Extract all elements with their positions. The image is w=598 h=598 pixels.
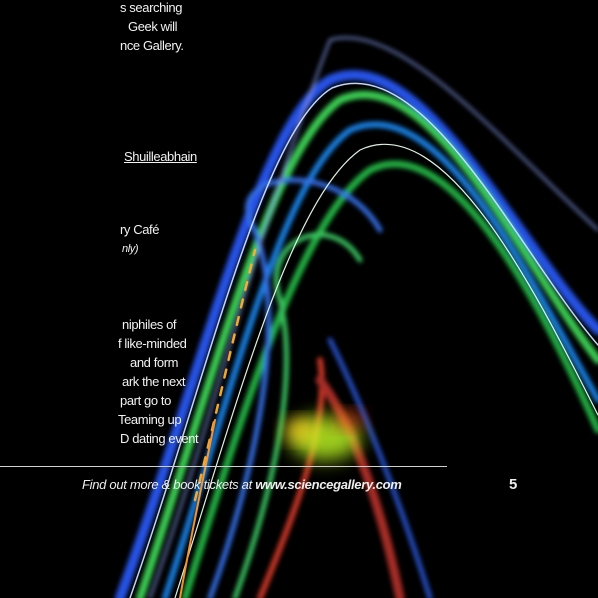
text-line: Geek will [128, 19, 178, 34]
footer-text: Find out more & book tickets at [82, 477, 252, 492]
footer-url[interactable]: www.sciencegallery.com [255, 477, 402, 492]
paragraph-line: niphiles of [122, 317, 177, 332]
event-note: nly) [122, 243, 139, 255]
text-line: s searching [120, 0, 183, 15]
paragraph-line: part go to [120, 393, 171, 408]
paragraph-line: ark the next [122, 374, 186, 389]
footer: Find out more & book tickets at www.scie… [82, 477, 402, 492]
event-title: ry Café [120, 222, 160, 237]
text-line: nce Gallery. [120, 38, 184, 53]
page-number: 5 [509, 476, 518, 493]
paragraph-line: D dating event [120, 431, 199, 446]
paragraph-line: Teaming up [118, 412, 182, 427]
footer-rule [0, 466, 447, 467]
paragraph-line: f like-minded [118, 336, 187, 351]
paragraph-line: and form [130, 355, 179, 370]
link[interactable]: Shuilleabhain [124, 149, 197, 164]
